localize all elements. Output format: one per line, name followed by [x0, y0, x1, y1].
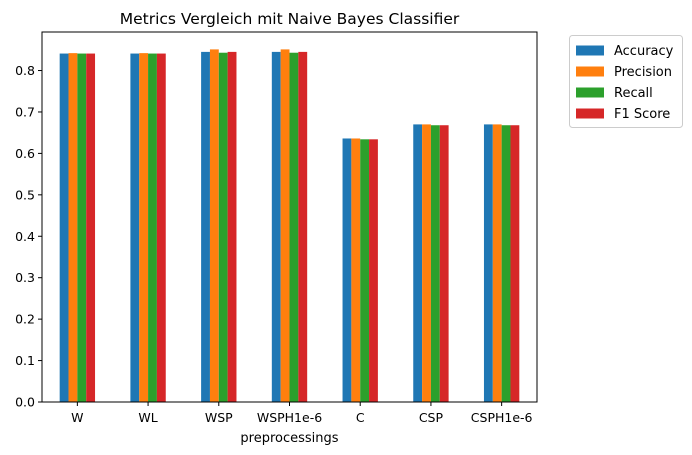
x-axis-title: preprocessings [240, 431, 338, 446]
bar-precision-5 [422, 124, 431, 403]
bar-recall-0 [77, 53, 87, 403]
bar-recall-1 [148, 53, 157, 403]
legend-swatch-precision [576, 66, 604, 77]
bar-precision-6 [492, 124, 502, 403]
y-tick-label: 0.7 [15, 104, 35, 119]
bar-recall-6 [501, 125, 511, 402]
bar-accuracy-1 [130, 53, 140, 403]
bar-accuracy-6 [483, 124, 493, 403]
bar-recall-4 [360, 139, 370, 402]
y-tick-label: 0.4 [15, 229, 35, 244]
bar-precision-2 [209, 49, 219, 403]
y-tick-label: 0.1 [15, 353, 35, 368]
bar-accuracy-0 [59, 53, 69, 403]
y-tick-label: 0.8 [15, 63, 35, 78]
legend: Accuracy Precision Recall F1 Score [569, 35, 683, 128]
y-tick-label: 0.2 [15, 312, 35, 327]
x-axis: W WL WSP WSPH1e-6 C CSP CSPH1e-6 [71, 402, 533, 425]
bar-f1-score-2 [227, 51, 237, 402]
y-axis: 0.0 0.1 0.2 0.3 0.4 0.5 0.6 0.7 0.8 [15, 63, 42, 410]
x-tick-label: CSPH1e-6 [471, 410, 533, 425]
legend-frame [569, 35, 683, 128]
y-tick-label: 0.6 [15, 146, 35, 161]
legend-swatch-accuracy [576, 45, 604, 56]
bar-accuracy-3 [271, 51, 281, 402]
bar-f1-score-6 [510, 125, 520, 402]
x-tick-label: C [356, 410, 365, 425]
x-tick-label: WSPH1e-6 [257, 410, 322, 425]
bar-recall-3 [289, 52, 299, 402]
legend-label-precision: Precision [614, 65, 672, 80]
bar-f1-score-5 [439, 125, 449, 402]
bar-accuracy-4 [342, 138, 352, 403]
bar-recall-5 [430, 125, 440, 402]
chart-title: Metrics Vergleich mit Naive Bayes Classi… [120, 10, 460, 28]
x-tick-label: WL [138, 410, 157, 425]
legend-label-accuracy: Accuracy [614, 44, 674, 59]
bar-precision-1 [139, 53, 149, 402]
y-tick-label: 0.3 [15, 270, 35, 285]
legend-label-recall: Recall [614, 86, 653, 101]
bar-f1-score-0 [86, 53, 96, 403]
y-tick-label: 0.0 [15, 395, 35, 410]
legend-label-f1-score: F1 Score [614, 107, 670, 122]
legend-swatch-f1-score [576, 108, 604, 119]
bar-f1-score-4 [369, 139, 378, 402]
bar-precision-3 [280, 49, 290, 403]
bar-f1-score-1 [156, 53, 166, 403]
bar-f1-score-3 [298, 51, 308, 402]
x-tick-label: WSP [205, 410, 233, 425]
x-tick-label: CSP [419, 410, 444, 425]
x-tick-label: W [71, 410, 83, 425]
bars-group [59, 49, 520, 403]
bar-accuracy-2 [201, 51, 210, 402]
y-tick-label: 0.5 [15, 187, 35, 202]
bar-precision-4 [351, 138, 361, 403]
bar-accuracy-5 [413, 124, 423, 403]
legend-swatch-recall [576, 87, 604, 98]
bar-precision-0 [68, 53, 78, 402]
bar-recall-2 [218, 52, 228, 402]
